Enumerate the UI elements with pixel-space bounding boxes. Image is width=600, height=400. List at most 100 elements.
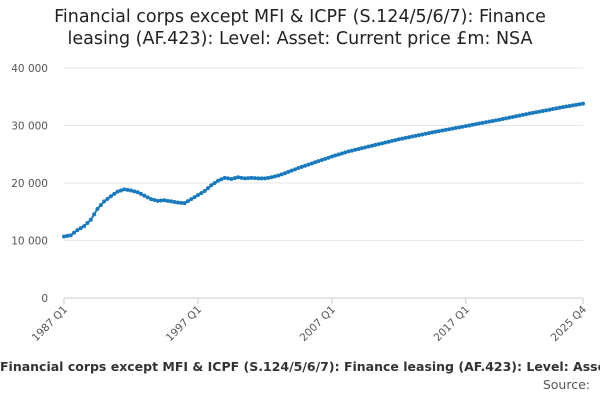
- data-point[interactable]: [400, 136, 405, 141]
- data-point[interactable]: [550, 107, 555, 112]
- data-point[interactable]: [577, 102, 582, 107]
- data-point[interactable]: [500, 117, 505, 122]
- data-point[interactable]: [483, 120, 488, 125]
- data-point[interactable]: [272, 174, 277, 179]
- data-point[interactable]: [557, 105, 562, 110]
- data-point[interactable]: [346, 149, 351, 154]
- data-point[interactable]: [473, 122, 478, 127]
- data-point[interactable]: [256, 176, 261, 181]
- data-point[interactable]: [172, 199, 177, 204]
- data-point[interactable]: [457, 125, 462, 130]
- data-point[interactable]: [179, 200, 184, 205]
- data-point[interactable]: [564, 104, 569, 109]
- data-point[interactable]: [269, 175, 274, 180]
- data-point[interactable]: [149, 197, 154, 202]
- data-point[interactable]: [319, 158, 324, 162]
- data-point[interactable]: [246, 176, 251, 181]
- data-point[interactable]: [282, 171, 287, 176]
- data-point[interactable]: [132, 189, 137, 194]
- data-point[interactable]: [363, 145, 368, 150]
- data-point[interactable]: [574, 102, 579, 107]
- data-point[interactable]: [433, 129, 438, 134]
- data-point[interactable]: [376, 142, 381, 147]
- data-point[interactable]: [226, 176, 231, 181]
- data-point[interactable]: [443, 127, 448, 132]
- data-point[interactable]: [554, 106, 559, 111]
- data-point[interactable]: [85, 220, 90, 225]
- data-point[interactable]: [530, 110, 535, 115]
- data-point[interactable]: [309, 161, 314, 166]
- data-point[interactable]: [199, 191, 204, 196]
- data-point[interactable]: [410, 134, 415, 139]
- data-point[interactable]: [416, 133, 421, 138]
- data-point[interactable]: [527, 111, 532, 116]
- data-point[interactable]: [393, 138, 398, 143]
- data-point[interactable]: [460, 124, 465, 129]
- data-point[interactable]: [437, 129, 442, 134]
- data-point[interactable]: [430, 130, 435, 135]
- data-point[interactable]: [329, 154, 334, 159]
- data-point[interactable]: [189, 197, 194, 202]
- data-point[interactable]: [396, 137, 401, 142]
- data-point[interactable]: [534, 110, 539, 115]
- data-point[interactable]: [343, 150, 348, 155]
- data-point[interactable]: [222, 175, 227, 180]
- data-point[interactable]: [212, 181, 217, 185]
- data-point[interactable]: [68, 233, 73, 238]
- data-point[interactable]: [118, 188, 123, 193]
- data-point[interactable]: [336, 152, 341, 157]
- data-point[interactable]: [108, 194, 113, 199]
- data-point[interactable]: [383, 140, 388, 145]
- data-point[interactable]: [520, 112, 525, 117]
- data-point[interactable]: [547, 107, 552, 112]
- data-point[interactable]: [95, 206, 100, 211]
- data-point[interactable]: [570, 103, 575, 108]
- data-point[interactable]: [105, 196, 110, 201]
- data-point[interactable]: [112, 191, 117, 196]
- data-point[interactable]: [252, 176, 257, 181]
- data-point[interactable]: [356, 146, 361, 151]
- data-point[interactable]: [366, 144, 371, 149]
- data-point[interactable]: [581, 101, 585, 106]
- data-point[interactable]: [323, 156, 328, 161]
- data-point[interactable]: [510, 114, 515, 119]
- data-point[interactable]: [480, 120, 485, 125]
- data-point[interactable]: [296, 166, 301, 171]
- data-point[interactable]: [159, 198, 164, 203]
- data-point[interactable]: [139, 191, 144, 196]
- data-point[interactable]: [413, 133, 418, 138]
- data-point[interactable]: [169, 199, 174, 204]
- data-point[interactable]: [232, 176, 237, 181]
- data-point[interactable]: [306, 162, 311, 167]
- data-point[interactable]: [447, 127, 452, 132]
- data-point[interactable]: [162, 198, 167, 203]
- data-point[interactable]: [537, 109, 542, 114]
- data-point[interactable]: [524, 112, 529, 117]
- data-point[interactable]: [65, 233, 70, 238]
- data-point[interactable]: [540, 108, 545, 113]
- data-point[interactable]: [560, 105, 565, 110]
- data-point[interactable]: [175, 200, 180, 205]
- data-point[interactable]: [426, 131, 431, 136]
- data-point[interactable]: [205, 186, 210, 191]
- data-point[interactable]: [353, 147, 358, 152]
- data-point[interactable]: [403, 135, 408, 140]
- data-point[interactable]: [102, 199, 107, 204]
- data-point[interactable]: [192, 195, 197, 200]
- data-point[interactable]: [514, 114, 519, 119]
- data-point[interactable]: [567, 103, 572, 108]
- data-point[interactable]: [286, 169, 291, 174]
- data-point[interactable]: [115, 189, 120, 194]
- data-point[interactable]: [266, 175, 271, 180]
- data-point[interactable]: [92, 212, 97, 217]
- data-point[interactable]: [390, 138, 395, 143]
- data-point[interactable]: [463, 124, 468, 129]
- data-point[interactable]: [259, 176, 264, 181]
- data-point[interactable]: [155, 198, 160, 203]
- data-point[interactable]: [276, 173, 281, 178]
- data-point[interactable]: [195, 193, 200, 198]
- data-point[interactable]: [493, 118, 498, 123]
- data-point[interactable]: [262, 176, 267, 181]
- data-point[interactable]: [517, 113, 522, 118]
- data-point[interactable]: [98, 203, 103, 208]
